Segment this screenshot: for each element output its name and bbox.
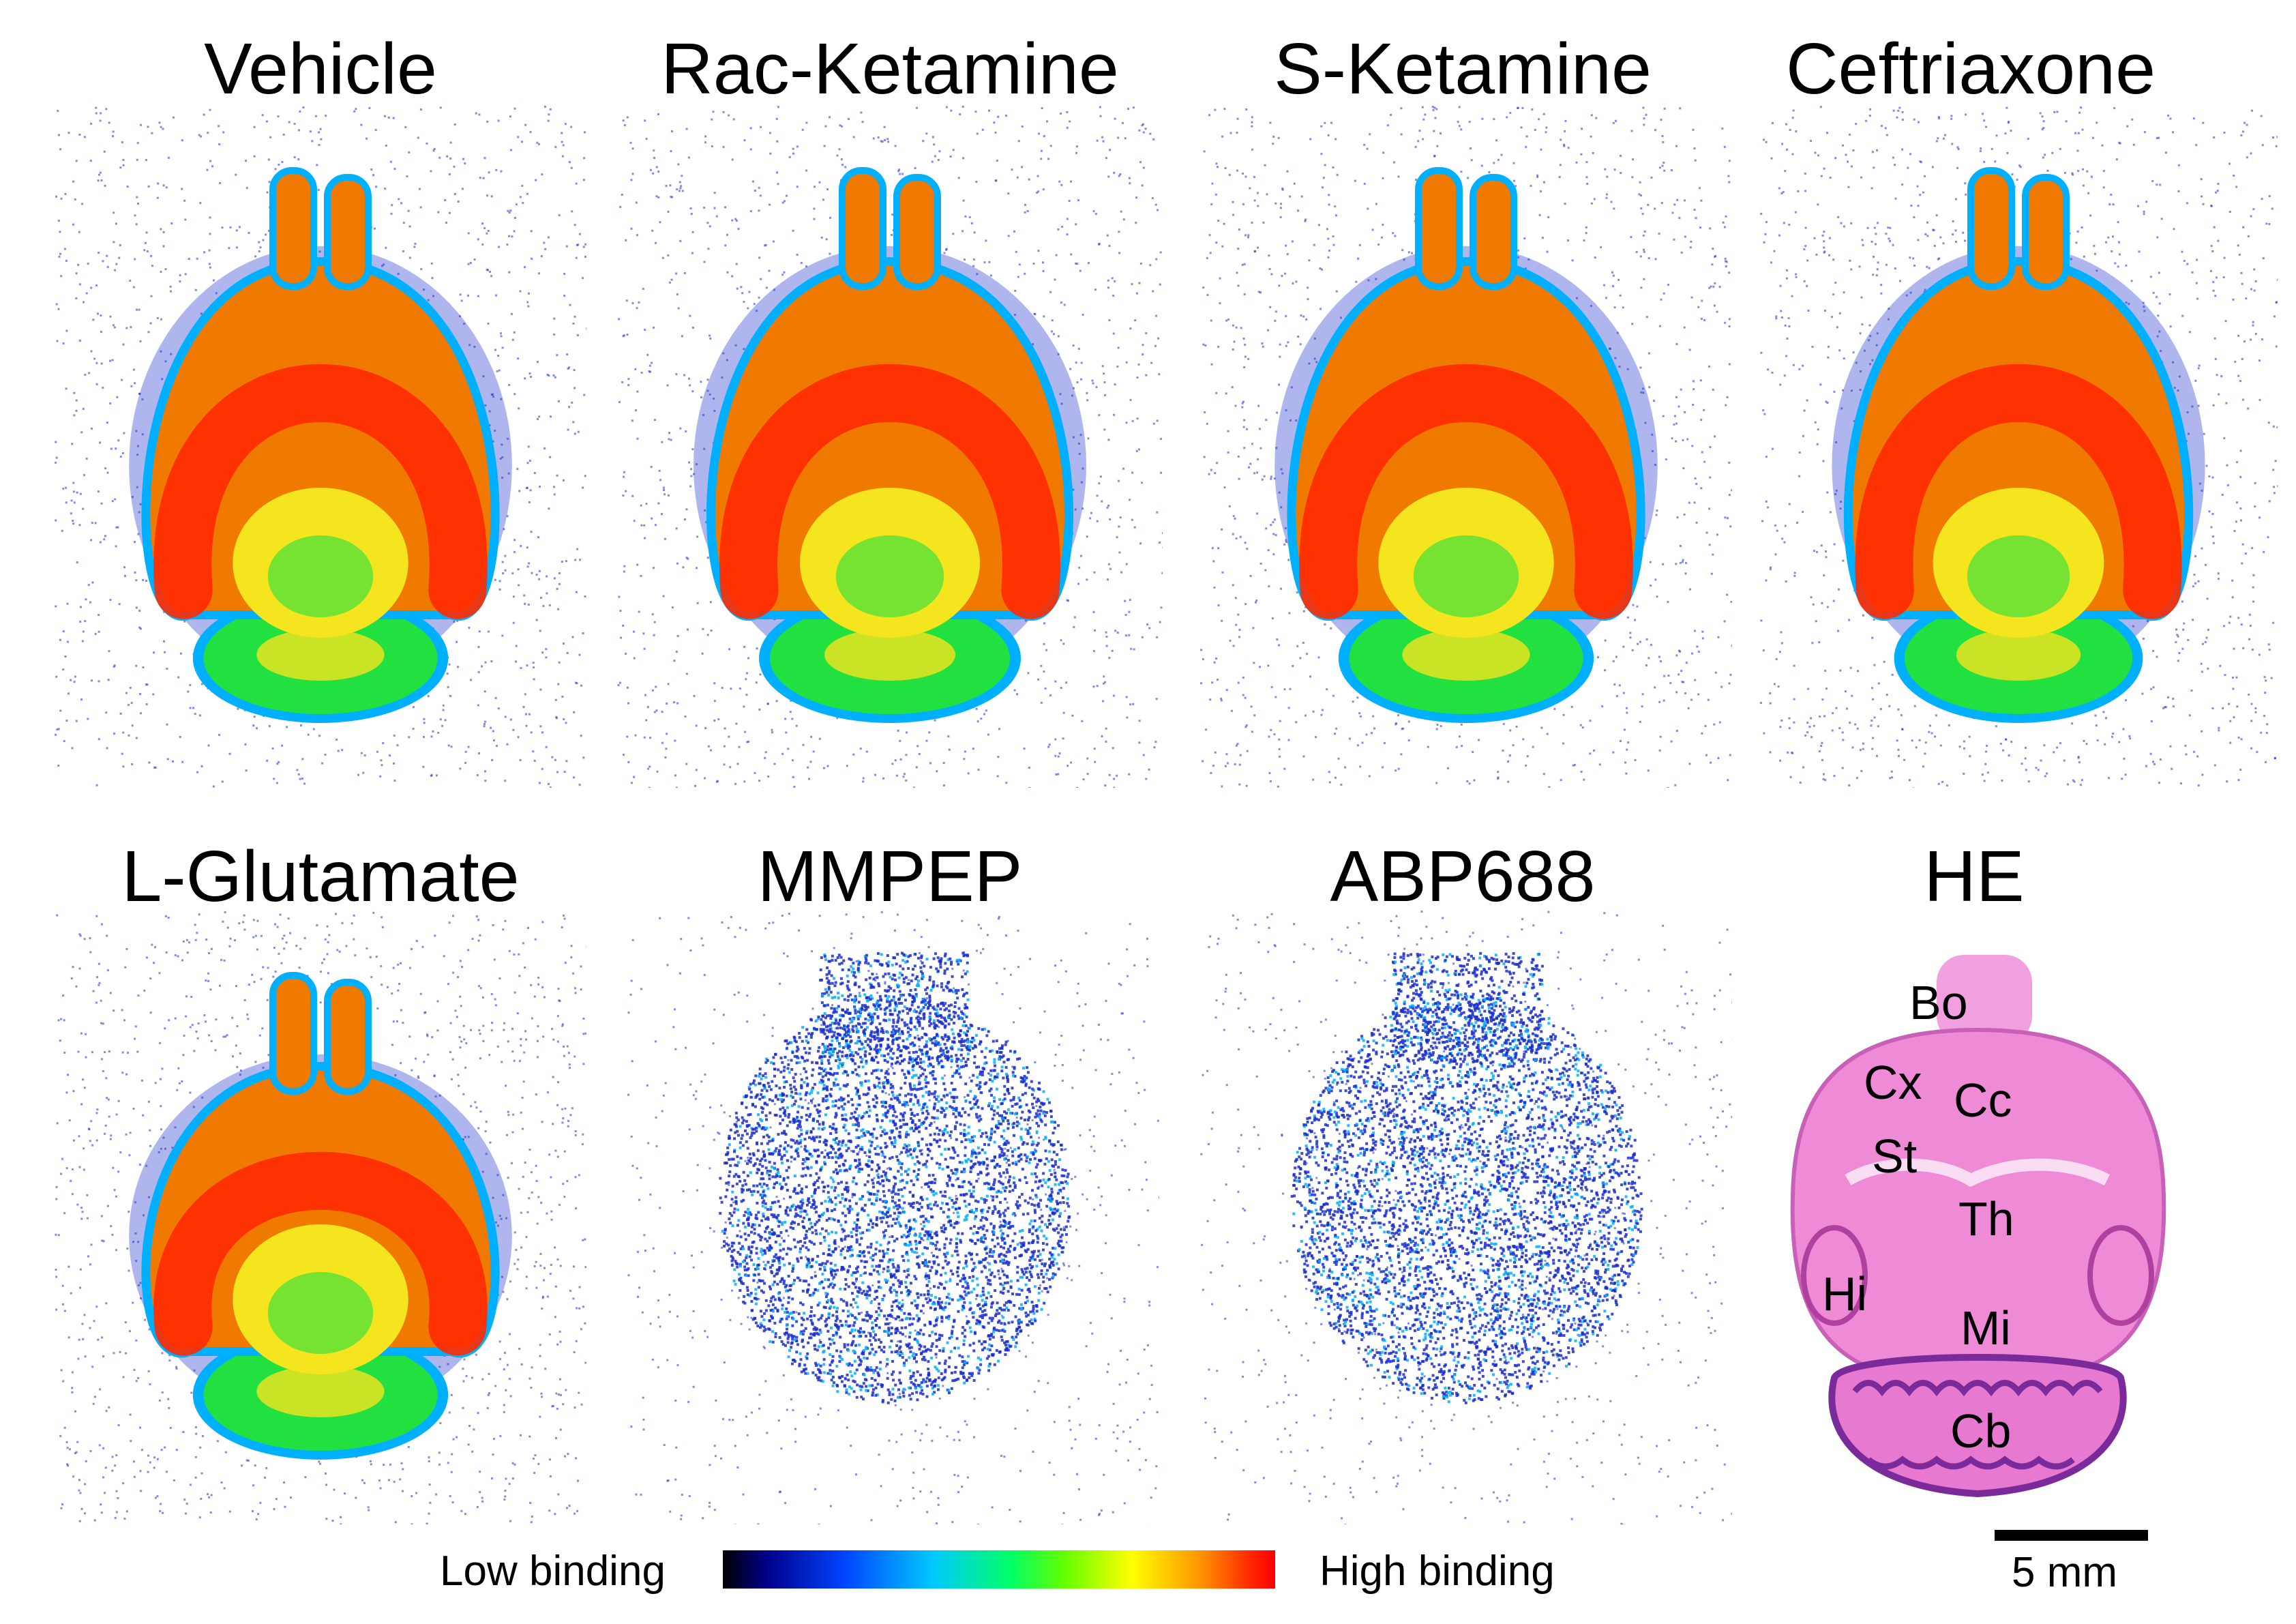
panel-he — [1766, 955, 2189, 1514]
he-label-th: Th — [1958, 1192, 2014, 1245]
panel-ceftriaxone — [1759, 106, 2278, 788]
scale-bar-label: 5 mm — [2012, 1549, 2117, 1596]
panel-s-ketamine — [1200, 106, 1732, 788]
panel-mmpep — [627, 911, 1159, 1524]
panel-abp688 — [1200, 911, 1732, 1524]
he-label-bo: Bo — [1909, 976, 1968, 1029]
colorbar-high-label: High binding — [1320, 1548, 1555, 1595]
title-vehicle: Vehicle — [204, 29, 437, 109]
background-noise — [1200, 911, 1732, 1524]
background-noise — [627, 911, 1159, 1524]
he-label-hi: Hi — [1822, 1267, 1868, 1320]
panel-vehicle — [55, 106, 586, 788]
he-label-st: St — [1872, 1130, 1918, 1183]
scale-bar — [1995, 1530, 2148, 1541]
brain-section — [694, 167, 1086, 723]
he-label-cc: Cc — [1954, 1074, 2012, 1127]
title-s-ketamine: S-Ketamine — [1274, 29, 1652, 109]
brain-section-blocked — [719, 951, 1071, 1404]
he-label-mi: Mi — [1960, 1301, 2011, 1355]
colorbar-low-label: Low binding — [440, 1548, 666, 1595]
panel-l-glutamate — [55, 911, 586, 1524]
title-rac-ketamine: Rac-Ketamine — [661, 29, 1119, 109]
title-ceftriaxone: Ceftriaxone — [1785, 29, 2156, 109]
title-he: HE — [1924, 836, 2025, 917]
title-l-glutamate: L-Glutamate — [121, 836, 520, 917]
brain-section — [129, 167, 512, 723]
he-label-cb: Cb — [1950, 1404, 2012, 1458]
brain-section — [129, 972, 512, 1460]
he-tissue-section — [1790, 955, 2166, 1498]
brain-section — [1832, 167, 2205, 723]
title-mmpep: MMPEP — [757, 836, 1023, 917]
title-abp688: ABP688 — [1330, 836, 1596, 917]
brain-section-blocked — [1290, 951, 1643, 1404]
he-label-cx: Cx — [1864, 1056, 1922, 1109]
brain-section — [1274, 167, 1658, 723]
panel-rac-ketamine — [617, 106, 1163, 788]
binding-colorbar — [723, 1550, 1275, 1589]
